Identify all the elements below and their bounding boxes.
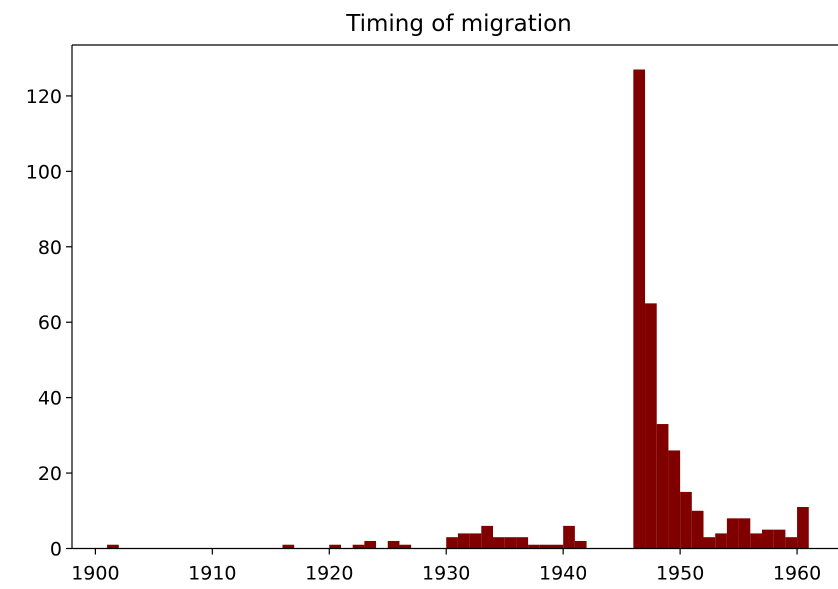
x-tick-label: 1920 — [305, 563, 353, 585]
y-tick-label: 120 — [26, 86, 62, 108]
bar — [399, 544, 412, 549]
plot-area — [107, 69, 809, 549]
bar — [446, 537, 458, 549]
bar — [797, 507, 809, 549]
bar — [703, 537, 716, 549]
bar — [750, 533, 762, 549]
bar — [528, 544, 540, 549]
bar — [481, 525, 494, 549]
bar — [633, 69, 646, 549]
bar — [282, 544, 295, 549]
bar — [364, 540, 377, 549]
x-tick-label: 1950 — [656, 563, 704, 585]
bar — [645, 303, 657, 549]
y-tick-label: 100 — [26, 161, 62, 183]
bar — [738, 518, 751, 549]
x-tick-label: 1940 — [539, 563, 587, 585]
bar — [352, 544, 365, 549]
y-tick-label: 40 — [38, 388, 62, 410]
bar — [773, 529, 786, 549]
bar — [726, 518, 739, 549]
x-tick-label: 1930 — [422, 563, 470, 585]
y-tick-label: 60 — [38, 312, 62, 334]
bar — [563, 525, 575, 549]
bar — [504, 537, 517, 549]
bar — [329, 544, 341, 549]
bar — [387, 540, 400, 549]
bar — [469, 533, 482, 549]
bar — [493, 537, 505, 549]
bar — [574, 540, 587, 549]
chart-title: Timing of migration — [345, 11, 572, 37]
bar — [656, 424, 669, 549]
bar — [551, 544, 564, 549]
y-tick-label: 20 — [38, 463, 62, 485]
y-tick-label: 0 — [50, 539, 62, 561]
bar — [668, 450, 681, 549]
x-tick-label: 1910 — [188, 563, 236, 585]
bar — [761, 529, 774, 549]
bar — [539, 544, 552, 549]
bar — [457, 533, 470, 549]
bar — [785, 537, 798, 549]
bar — [516, 537, 529, 549]
x-tick-label: 1900 — [71, 563, 119, 585]
bar — [107, 544, 119, 549]
bar — [715, 533, 727, 549]
bar — [691, 510, 704, 549]
y-tick-label: 80 — [38, 237, 62, 259]
x-tick-label: 1960 — [773, 563, 821, 585]
bar — [680, 491, 692, 549]
